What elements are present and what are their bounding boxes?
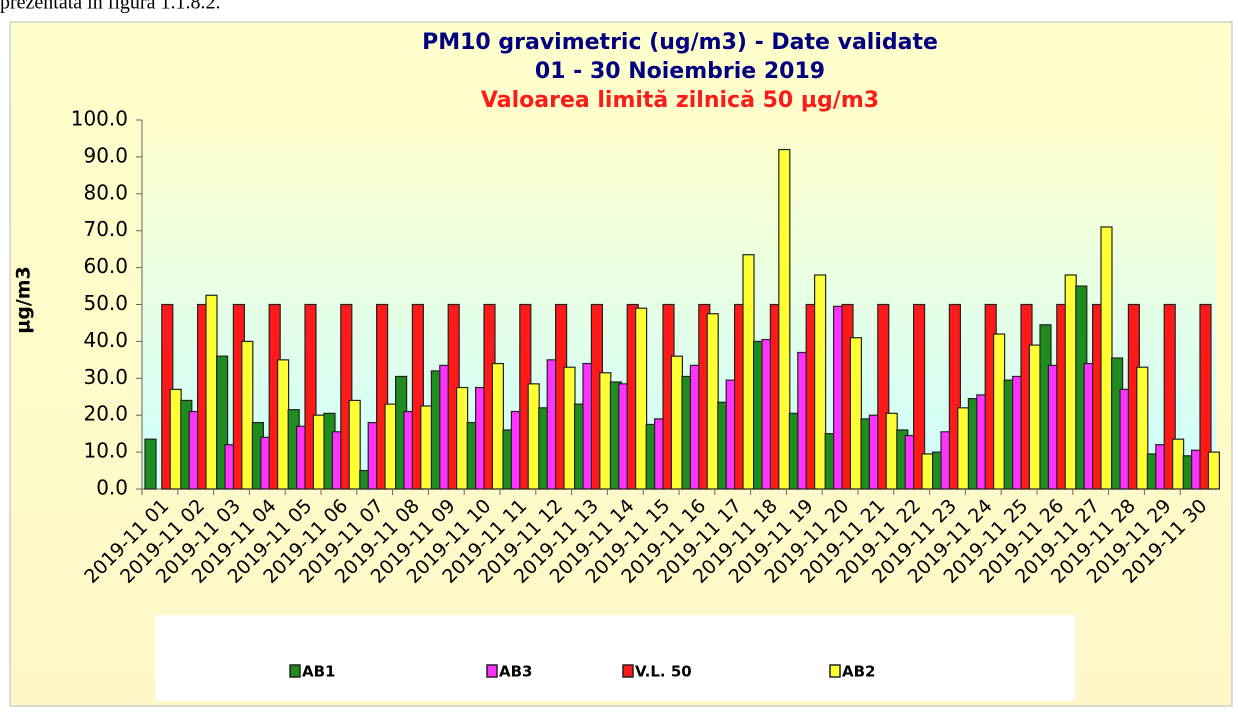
- legend-swatch: [289, 664, 301, 678]
- bar: [957, 407, 970, 490]
- bar: [1199, 303, 1212, 490]
- bar: [885, 412, 898, 490]
- bar: [216, 355, 229, 490]
- bar: [169, 388, 182, 490]
- bar: [813, 274, 827, 490]
- bar: [1100, 226, 1113, 490]
- y-tick-label: 0.0: [96, 476, 128, 500]
- bar: [376, 303, 389, 490]
- bar: [340, 303, 353, 490]
- y-tick-label: 100.0: [71, 107, 128, 131]
- bar: [742, 254, 755, 490]
- document-text: prezentata in figura 1.1.8.2.: [0, 0, 220, 14]
- y-tick-label: 70.0: [83, 217, 128, 241]
- bar: [563, 366, 576, 490]
- bar: [420, 405, 433, 490]
- bar: [241, 340, 254, 490]
- legend: [155, 615, 1075, 701]
- legend-label: AB2: [842, 663, 875, 681]
- bar: [1136, 366, 1149, 490]
- y-tick-label: 60.0: [83, 254, 128, 278]
- bar: [778, 148, 791, 490]
- y-tick-label: 10.0: [83, 439, 128, 463]
- y-axis-label: µg/m3: [13, 266, 35, 334]
- y-tick-label: 80.0: [83, 180, 128, 204]
- bar: [312, 414, 325, 490]
- bar: [348, 399, 361, 490]
- y-tick-label: 90.0: [83, 143, 128, 167]
- legend-label: AB1: [302, 663, 335, 681]
- chart-title: PM10 gravimetric (ug/m3) - Date validate: [422, 30, 938, 55]
- legend-label: AB3: [499, 663, 532, 681]
- bar: [384, 403, 397, 490]
- bar: [205, 294, 218, 490]
- y-tick-label: 20.0: [83, 402, 128, 426]
- legend-swatch: [622, 664, 634, 678]
- bar: [921, 453, 934, 490]
- bar: [411, 303, 424, 490]
- y-tick-label: 40.0: [83, 328, 128, 352]
- bar: [1171, 438, 1185, 490]
- bar: [912, 303, 926, 490]
- bar: [144, 438, 157, 490]
- bar: [948, 303, 962, 490]
- annotation: Valoarea limită zilnică 50 µg/m3: [481, 88, 879, 113]
- bar: [1163, 303, 1176, 490]
- bar: [491, 362, 504, 490]
- bar: [456, 386, 469, 490]
- bar: [1028, 344, 1042, 490]
- bar: [1064, 274, 1077, 490]
- bar: [599, 372, 612, 490]
- legend-swatch: [829, 664, 841, 678]
- bar: [1207, 451, 1221, 490]
- bar: [670, 355, 684, 490]
- bar: [527, 383, 540, 490]
- bar: [992, 333, 1006, 490]
- bar: [877, 303, 890, 490]
- y-tick-label: 30.0: [83, 365, 128, 389]
- bar: [849, 337, 863, 490]
- legend-swatch: [486, 664, 498, 678]
- bar: [706, 313, 719, 490]
- chart-subtitle: 01 - 30 Noiembrie 2019: [535, 59, 825, 84]
- y-tick-label: 50.0: [83, 291, 128, 315]
- legend-label: V.L. 50: [635, 663, 692, 681]
- bar: [634, 307, 648, 490]
- bar: [277, 359, 290, 490]
- bar: [304, 303, 317, 490]
